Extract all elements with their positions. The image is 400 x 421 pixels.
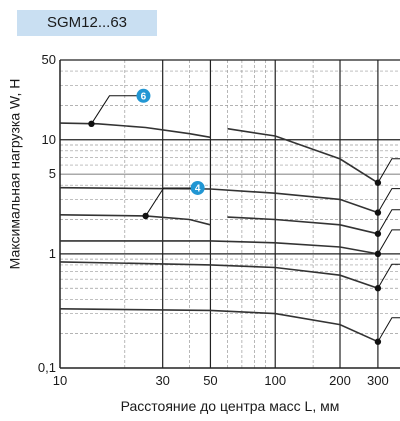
x-tick-label: 30 bbox=[155, 373, 169, 388]
y-axis-label-wrap: Максимальная нагрузка W, Н bbox=[3, 0, 25, 421]
series-leader-line bbox=[377, 263, 400, 289]
y-tick-label: 1 bbox=[49, 246, 56, 261]
callout-label-6: 6 bbox=[141, 92, 147, 103]
series-line-1 bbox=[59, 122, 211, 139]
chart-callouts: 64 bbox=[88, 88, 400, 345]
series-leader-line bbox=[377, 229, 400, 255]
chart-title-badge: SGM12...63 bbox=[17, 10, 157, 36]
callout-badge-6 bbox=[136, 88, 151, 103]
y-tick-label: 50 bbox=[42, 52, 56, 67]
chart-grid bbox=[60, 60, 400, 368]
series-line-8 bbox=[59, 308, 379, 343]
series-leader-line bbox=[377, 188, 400, 213]
x-axis-label: Расстояние до центра масс L, мм bbox=[120, 398, 340, 414]
y-tick-label: 10 bbox=[42, 132, 56, 147]
y-axis-label: Максимальная нагрузка W, Н bbox=[6, 78, 22, 269]
callout-leader-line bbox=[145, 187, 192, 217]
chart-ticks: 0,1 1 5 10 50 10 30 50 100 200 300 bbox=[38, 52, 389, 388]
x-tick-label: 200 bbox=[329, 373, 351, 388]
chart-frame bbox=[59, 59, 400, 369]
y-tick-label: 0,1 bbox=[38, 360, 56, 375]
chart-series bbox=[59, 122, 379, 343]
x-tick-label: 100 bbox=[264, 373, 286, 388]
x-tick-label: 300 bbox=[367, 373, 389, 388]
y-tick-label: 5 bbox=[49, 166, 56, 181]
series-leader-line bbox=[377, 317, 400, 342]
series-leader-line bbox=[377, 209, 400, 235]
series-line-6 bbox=[60, 240, 379, 255]
callout-dot bbox=[88, 120, 95, 128]
callout-label-4: 4 bbox=[195, 184, 201, 195]
callout-leader-line bbox=[91, 95, 138, 125]
x-tick-label: 50 bbox=[203, 373, 217, 388]
series-line-7 bbox=[59, 261, 379, 289]
series-line-2 bbox=[227, 127, 379, 184]
series-line-4 bbox=[59, 214, 211, 226]
series-line-3 bbox=[59, 186, 379, 214]
series-line-5 bbox=[227, 216, 379, 235]
callout-badge-4 bbox=[190, 180, 205, 195]
series-leader-line bbox=[377, 158, 400, 184]
x-tick-label: 10 bbox=[53, 373, 67, 388]
